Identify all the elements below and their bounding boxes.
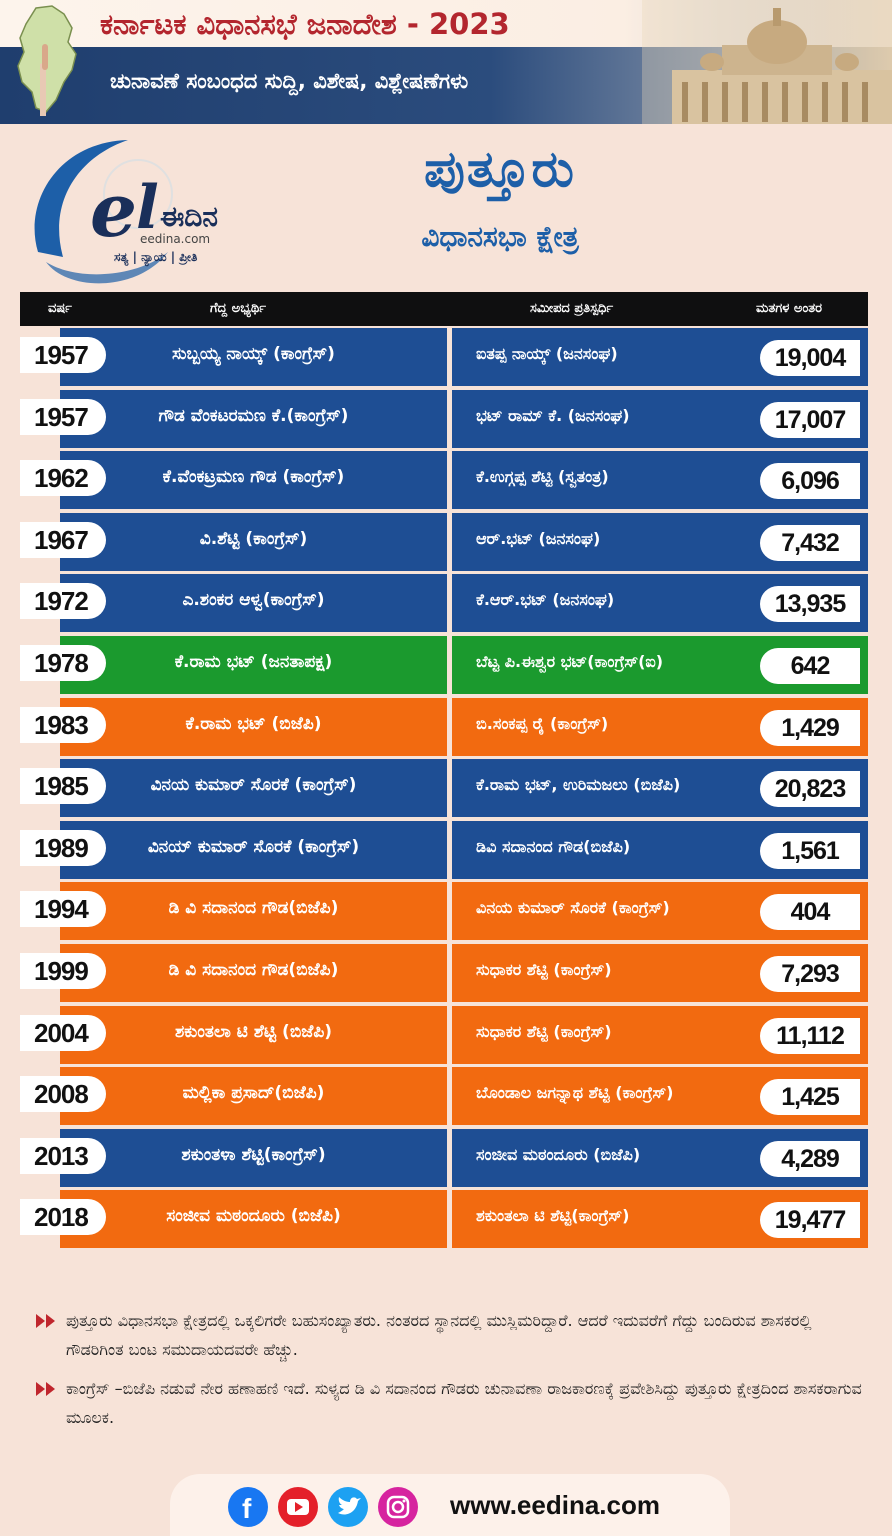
margin-badge: 13,935 — [760, 586, 860, 623]
logo-wordmark: ಈದಿನ — [160, 200, 218, 233]
table-row: ಎ.ಶಂಕರ ಆಳ್ವ(ಕಾಂಗ್ರೆಸ್) ಕೆ.ಆರ್.ಭಟ್ (ಜನಸಂಘ)… — [20, 574, 868, 633]
margin-badge: 20,823 — [760, 771, 860, 808]
margin-badge: 404 — [760, 894, 860, 931]
facebook-icon[interactable]: f — [228, 1487, 268, 1527]
winner-cell: ಕೆ.ರಾಮ ಭಟ್ (ಬಿಜೆಪಿ) — [60, 697, 447, 756]
year-badge: 1957 — [20, 337, 106, 373]
winner-cell: ಶಕುಂತಳಾ ಶೆಟ್ಟಿ(ಕಾಂಗ್ರೆಸ್) — [60, 1128, 447, 1187]
note-text: ಕಾಂಗ್ರೆಸ್ –ಬಿಜೆಪಿ ನಡುವೆ ನೇರ ಹಣಾಹಣಿ ಇದೆ. … — [66, 1379, 862, 1427]
margin-badge: 11,112 — [760, 1017, 860, 1054]
winner-cell: ವಿನಯ ಕುಮಾರ್ ಸೊರಕೆ (ಕಾಂಗ್ರೆಸ್) — [60, 759, 447, 818]
winner-cell: ಸಂಜೀವ ಮಠಂದೂರು (ಬಿಜೆಪಿ) — [60, 1190, 447, 1249]
winner-cell: ಸುಬ್ಬಯ್ಯ ನಾಯ್ಕ್ (ಕಾಂಗ್ರೆಸ್) — [60, 328, 447, 386]
winner-cell: ಗೌಡ ವೆಂಕಟರಮಣ ಕೆ.(ಕಾಂಗ್ರೆಸ್) — [60, 389, 447, 448]
table-row: ವಿನಯ್ ಕುಮಾರ್ ಸೊರಕೆ (ಕಾಂಗ್ರೆಸ್) ಡಿವಿ ಸದಾನಂ… — [20, 820, 868, 879]
table-row: ಡಿ ವಿ ಸದಾನಂದ ಗೌಡ(ಬಿಜೆಪಿ) ವಿನಯ ಕುಮಾರ್ ಸೊರಕ… — [20, 882, 868, 941]
table-row: ಸಂಜೀವ ಮಠಂದೂರು (ಬಿಜೆಪಿ) ಶಕುಂತಲಾ ಟಿ ಶೆಟ್ಟಿ(… — [20, 1190, 868, 1249]
svg-text:l: l — [136, 173, 159, 243]
table-row: ಶಕುಂತಳಾ ಶೆಟ್ಟಿ(ಕಾಂಗ್ರೆಸ್) ಸಂಜೀವ ಮಠಂದೂರು (… — [20, 1128, 868, 1187]
margin-badge: 7,432 — [760, 524, 860, 561]
margin-badge: 6,096 — [760, 463, 860, 500]
year-badge: 1962 — [20, 460, 106, 497]
margin-badge: 4,289 — [760, 1140, 860, 1177]
year-badge: 1978 — [20, 645, 106, 681]
svg-text:e: e — [90, 168, 137, 254]
runner-cell: ಐತಪ್ಪ ನಾಯ್ಕ್ (ಜನಸಂಘ) — [452, 328, 868, 386]
table-row: ಶಕುಂತಲಾ ಟಿ ಶೆಟ್ಟಿ (ಬಿಜೆಪಿ) ಸುಧಾಕರ ಶೆಟ್ಟಿ … — [20, 1005, 868, 1064]
year-badge: 2013 — [20, 1137, 106, 1174]
website-link[interactable]: www.eedina.com — [450, 1490, 660, 1520]
double-arrow-icon — [36, 1314, 55, 1328]
table-row: ಕೆ.ವೆಂಕಟ್ರಮಣ ಗೌಡ (ಕಾಂಗ್ರೆಸ್) ಕೆ.ಉಗ್ಗಪ್ಪ ಶ… — [20, 451, 868, 510]
table-row: ಮಲ್ಲಿಕಾ ಪ್ರಸಾದ್(ಬಿಜೆಪಿ) ಬೊಂಡಾಲ ಜಗನ್ನಾಥ ಶೆ… — [20, 1067, 868, 1126]
logo-domain: eedina.com — [140, 232, 211, 246]
winner-cell: ಕೆ.ರಾಮ ಭಟ್ (ಜನತಾಪಕ್ಷ) — [60, 636, 447, 694]
table-row: ವಿನಯ ಕುಮಾರ್ ಸೊರಕೆ (ಕಾಂಗ್ರೆಸ್) ಕೆ.ರಾಮ ಭಟ್,… — [20, 759, 868, 818]
runner-cell: ಕೆ.ಆರ್.ಭಟ್ (ಜನಸಂಘ) — [452, 574, 868, 633]
margin-badge: 17,007 — [760, 401, 860, 438]
winner-cell: ಡಿ ವಿ ಸದಾನಂದ ಗೌಡ(ಬಿಜೆಪಿ) — [60, 882, 447, 941]
year-badge: 2008 — [20, 1076, 106, 1113]
instagram-icon[interactable] — [378, 1487, 418, 1527]
winner-cell: ಎ.ಶಂಕರ ಆಳ್ವ(ಕಾಂಗ್ರೆಸ್) — [60, 574, 447, 633]
year-badge: 2018 — [20, 1199, 106, 1236]
winner-cell: ವಿ.ಶೆಟ್ಟಿ (ಕಾಂಗ್ರೆಸ್) — [60, 512, 447, 571]
winner-cell: ಕೆ.ವೆಂಕಟ್ರಮಣ ಗೌಡ (ಕಾಂಗ್ರೆಸ್) — [60, 451, 447, 510]
constituency-type: ವಿಧಾನಸಭಾ ಕ್ಷೇತ್ರ — [421, 220, 579, 253]
banner-title: ಕರ್ನಾಟಕ ವಿಧಾನಸಭೆ ಜನಾದೇಶ - 2023 — [100, 7, 510, 41]
margin-badge: 642 — [760, 648, 860, 684]
table-row: ಗೌಡ ವೆಂಕಟರಮಣ ಕೆ.(ಕಾಂಗ್ರೆಸ್) ಭಟ್ ರಾಮ್ ಕೆ. … — [20, 389, 868, 448]
double-arrow-icon — [36, 1382, 55, 1396]
table-row: ಸುಬ್ಬಯ್ಯ ನಾಯ್ಕ್ (ಕಾಂಗ್ರೆಸ್) ಐತಪ್ಪ ನಾಯ್ಕ್ … — [20, 328, 868, 386]
note-item: ಪುತ್ತೂರು ವಿಧಾನಸಭಾ ಕ್ಷೇತ್ರದಲ್ಲಿ ಒಕ್ಕಲಿಗರೇ… — [36, 1306, 866, 1364]
table-row: ಕೆ.ರಾಮ ಭಟ್ (ಬಿಜೆಪಿ) ಬಿ.ಸಂಕಪ್ಪ ರೈ (ಕಾಂಗ್ರೆ… — [20, 697, 868, 756]
winner-cell: ಶಕುಂತಲಾ ಟಿ ಶೆಟ್ಟಿ (ಬಿಜೆಪಿ) — [60, 1005, 447, 1064]
footer-bar: f www.eedina.com — [170, 1474, 730, 1536]
logo-tagline: ಸತ್ಯ | ನ್ಯಾಯ | ಪ್ರೀತಿ — [114, 250, 198, 264]
table-row: ವಿ.ಶೆಟ್ಟಿ (ಕಾಂಗ್ರೆಸ್) ಆರ್.ಭಟ್ (ಜನಸಂಘ) 1967… — [20, 512, 868, 571]
logo-swoosh-icon: e l — [34, 140, 173, 284]
banner-title-strip — [0, 0, 892, 47]
table-row: ಡಿ ವಿ ಸದಾನಂದ ಗೌಡ(ಬಿಜೆಪಿ) ಸುಧಾಕರ ಶೆಟ್ಟಿ (ಕ… — [20, 944, 868, 1002]
year-badge: 2004 — [20, 1014, 106, 1051]
year-badge: 1957 — [20, 398, 106, 435]
header-year: ವರ್ಷ — [48, 301, 72, 316]
year-badge: 1989 — [20, 829, 106, 866]
year-badge: 1994 — [20, 891, 106, 928]
winner-cell: ವಿನಯ್ ಕುಮಾರ್ ಸೊರಕೆ (ಕಾಂಗ್ರೆಸ್) — [60, 820, 447, 879]
year-badge: 1967 — [20, 521, 106, 558]
margin-badge: 7,293 — [760, 956, 860, 992]
margin-badge: 19,477 — [760, 1202, 860, 1239]
youtube-icon[interactable] — [278, 1487, 318, 1527]
table-row: ಕೆ.ರಾಮ ಭಟ್ (ಜನತಾಪಕ್ಷ) ಬೆಟ್ಟ ಪಿ.ಈಶ್ವರ ಭಟ್(… — [20, 636, 868, 694]
header-winner: ಗೆದ್ದ ಅಭ್ಯರ್ಥಿ — [210, 301, 267, 316]
margin-badge: 1,429 — [760, 709, 860, 746]
year-badge: 1999 — [20, 953, 106, 989]
note-text: ಪುತ್ತೂರು ವಿಧಾನಸಭಾ ಕ್ಷೇತ್ರದಲ್ಲಿ ಒಕ್ಕಲಿಗರೇ… — [66, 1311, 812, 1359]
year-badge: 1983 — [20, 706, 106, 743]
year-badge: 1972 — [20, 583, 106, 620]
column-divider — [447, 326, 451, 1252]
winner-cell: ಡಿ ವಿ ಸದಾನಂದ ಗೌಡ(ಬಿಜೆಪಿ) — [60, 944, 447, 1002]
header-banner: ಕರ್ನಾಟಕ ವಿಧಾನಸಭೆ ಜನಾದೇಶ - 2023 ಚುನಾವಣೆ ಸ… — [0, 0, 892, 124]
banner-subtitle: ಚುನಾವಣೆ ಸಂಬಂಧದ ಸುದ್ದಿ, ವಿಶೇಷ, ವಿಶ್ಲೇಷಣೆಗ… — [110, 69, 469, 93]
constituency-name: ಪುತ್ತೂರು — [424, 140, 576, 198]
twitter-icon[interactable] — [328, 1487, 368, 1527]
header-runner: ಸಮೀಪದ ಪ್ರತಿಸ್ಪರ್ಧಿ — [530, 301, 614, 316]
margin-badge: 1,561 — [760, 832, 860, 869]
margin-badge: 19,004 — [760, 340, 860, 376]
note-item: ಕಾಂಗ್ರೆಸ್ –ಬಿಜೆಪಿ ನಡುವೆ ನೇರ ಹಣಾಹಣಿ ಇದೆ. … — [36, 1374, 866, 1432]
eedina-logo[interactable]: e l ಈದಿನ eedina.com ಸತ್ಯ | ನ್ಯಾಯ | ಪ್ರೀತ… — [18, 132, 248, 292]
header-margin: ಮತಗಳ ಅಂತರ — [756, 301, 822, 316]
margin-badge: 1,425 — [760, 1079, 860, 1116]
vidhana-soudha-image — [642, 0, 892, 124]
winner-cell: ಮಲ್ಲಿಕಾ ಪ್ರಸಾದ್(ಬಿಜೆಪಿ) — [60, 1067, 447, 1126]
table-header: ವರ್ಷ ಗೆದ್ದ ಅಭ್ಯರ್ಥಿ ಸಮೀಪದ ಪ್ರತಿಸ್ಪರ್ಧಿ ಮ… — [20, 292, 868, 326]
svg-text:f: f — [242, 1493, 252, 1524]
karnataka-map-icon — [17, 5, 77, 116]
notes-section: ಪುತ್ತೂರು ವಿಧಾನಸಭಾ ಕ್ಷೇತ್ರದಲ್ಲಿ ಒಕ್ಕಲಿಗರೇ… — [36, 1306, 866, 1442]
year-badge: 1985 — [20, 768, 106, 805]
